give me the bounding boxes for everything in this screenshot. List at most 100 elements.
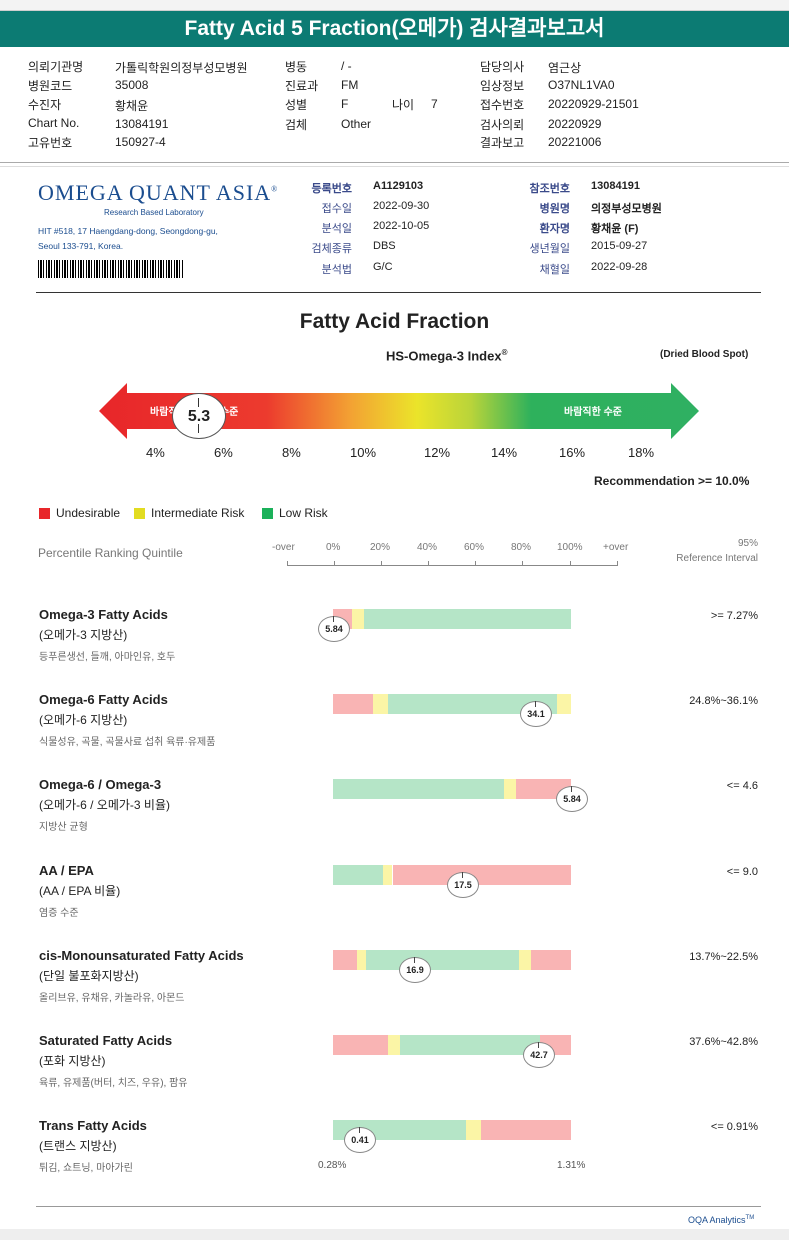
info-right-value-0: 13084191 — [591, 180, 640, 192]
row-food-sources: 염증 수준 — [39, 908, 79, 919]
row-reference-interval: <= 0.91% — [710, 1121, 758, 1133]
lab-address-line1: HIT #518, 17 Haengdang-dong, Seongdong-g… — [38, 226, 218, 236]
row-subtitle: (오메가-3 지방산) — [39, 628, 128, 642]
row-title: Trans Fatty Acids — [39, 1118, 147, 1133]
footer-divider — [36, 1206, 761, 1207]
header-value-col1-4: 150927-4 — [115, 135, 166, 149]
header-key-col3-1: 임상정보 — [480, 79, 525, 93]
header-value-col1-0: 가톨릭학원의정부성모병원 — [115, 61, 248, 75]
header-key-col3-2: 접수번호 — [480, 98, 525, 112]
footer-brand: OQA AnalyticsTM — [688, 1215, 755, 1225]
header-value-col3-1: O37NL1VA0 — [548, 78, 615, 92]
info-divider — [36, 292, 761, 293]
info-right-value-4: 2022-09-28 — [591, 261, 648, 273]
header-key-col3-3: 검사의뢰 — [480, 118, 525, 132]
percentile-tick-label: +over — [603, 542, 629, 553]
percentile-axis-tick — [381, 561, 382, 566]
percentile-axis — [287, 565, 617, 566]
range-segment-green — [333, 865, 383, 885]
range-segment-red — [333, 950, 357, 970]
header-value-col2-0: / - — [341, 59, 352, 73]
info-left-value-0: A1129103 — [373, 180, 424, 192]
header-value-col1-1: 35008 — [115, 78, 149, 92]
percentile-axis-tick — [334, 561, 335, 566]
omega3-index-gauge — [99, 383, 699, 439]
percentile-axis-tick — [475, 561, 476, 566]
row-subtitle: (AA / EPA 비율) — [39, 884, 121, 898]
header-value-col3-2: 20220929-21501 — [548, 97, 639, 111]
range-segment-yellow — [518, 950, 531, 970]
header-key-col3-0: 담당의사 — [480, 60, 525, 74]
info-left-value-1: 2022-09-30 — [373, 200, 430, 212]
row-title: AA / EPA — [39, 863, 94, 878]
header-divider-2 — [0, 166, 789, 167]
row-value-marker: 5.84 — [556, 786, 588, 812]
range-segment-yellow — [466, 1120, 481, 1140]
info-right-key-1: 병원명 — [539, 203, 570, 215]
header-value-col2-2: F — [341, 97, 349, 111]
recommendation: Recommendation >= 10.0% — [594, 474, 750, 488]
row-reference-interval: >= 7.27% — [710, 610, 758, 622]
row-value-marker: 16.9 — [399, 957, 431, 983]
row-range-bar — [333, 950, 571, 970]
row-subtitle: (오메가-6 지방산) — [39, 713, 128, 727]
legend-swatch — [134, 508, 145, 519]
range-segment-yellow — [356, 950, 367, 970]
row-reference-interval: 24.8%~36.1% — [689, 695, 758, 707]
index-value-marker: 5.3 — [172, 393, 226, 439]
gauge-tick-label: 8% — [282, 445, 301, 460]
lab-address: HIT #518, 17 Haengdang-dong, Seongdong-g… — [38, 224, 218, 254]
header-age-label: 나이 — [392, 98, 415, 112]
percentile-tick-label: 100% — [557, 542, 583, 553]
row-food-sources: 식물성유, 곡물, 곡물사료 섭취 육류·유제품 — [39, 737, 216, 748]
info-left-key-2: 분석일 — [321, 223, 352, 235]
gauge-tick-label: 18% — [628, 445, 655, 460]
info-right-key-2: 환자명 — [539, 223, 570, 235]
row-reference-interval: <= 4.6 — [726, 780, 758, 792]
row-reference-interval: <= 9.0 — [726, 866, 758, 878]
row-food-sources: 지방산 균형 — [39, 822, 88, 833]
bottom-strip — [0, 1229, 789, 1240]
report-title: Fatty Acid 5 Fraction(오메가) 검사결과보고서 — [0, 11, 789, 47]
row-value-marker: 0.41 — [344, 1127, 376, 1153]
row-reference-interval: 37.6%~42.8% — [689, 1036, 758, 1048]
percentile-tick-label: 60% — [464, 542, 485, 553]
row-title: cis-Monounsaturated Fatty Acids — [39, 948, 244, 963]
info-right-value-2: 황채윤 (F) — [591, 223, 639, 235]
header-value-col3-0: 염근상 — [548, 61, 582, 75]
gauge-tick-label: 6% — [214, 445, 233, 460]
row-value-marker: 34.1 — [520, 701, 552, 727]
info-left-key-1: 접수일 — [321, 203, 352, 215]
range-segment-red — [333, 1035, 388, 1055]
row-value-marker: 42.7 — [523, 1042, 555, 1068]
info-left-value-3: DBS — [373, 240, 396, 252]
row-value-marker: 17.5 — [447, 872, 479, 898]
marker-tick-down — [198, 424, 199, 433]
range-segment-green — [399, 1035, 541, 1055]
row-subtitle: (오메가-6 / 오메가-3 비율) — [39, 798, 170, 812]
range-segment-yellow — [373, 694, 388, 714]
lab-logo-subtitle: Research Based Laboratory — [104, 208, 204, 217]
gauge-tick-label: 12% — [424, 445, 451, 460]
row-range-bar — [333, 865, 571, 885]
row-range-bar — [333, 779, 571, 799]
section-title: Fatty Acid Fraction — [299, 310, 490, 333]
row-food-sources: 튀김, 쇼트닝, 마아가린 — [39, 1163, 133, 1174]
row-title: Omega-6 Fatty Acids — [39, 692, 168, 707]
lab-address-line2: Seoul 133-791, Korea. — [38, 241, 124, 251]
lab-logo: OMEGA QUANT ASIA® — [38, 180, 279, 205]
reference-header: 95% Reference Interval — [600, 538, 758, 564]
header-key-col1-4: 고유번호 — [28, 136, 73, 150]
percentile-axis-tick — [522, 561, 523, 566]
row-title: Omega-6 / Omega-3 — [39, 777, 162, 792]
legend-label: Low Risk — [279, 506, 328, 520]
row-subtitle: (단일 불포화지방산) — [39, 969, 139, 983]
row-food-sources: 육류, 유제품(버터, 치즈, 우유), 팜유 — [39, 1078, 188, 1089]
info-right-key-0: 참조번호 — [529, 183, 570, 195]
legend-label: Intermediate Risk — [151, 506, 245, 520]
gauge-tick-label: 10% — [350, 445, 377, 460]
info-left-value-4: G/C — [373, 261, 393, 273]
row-range-bar — [333, 694, 571, 714]
range-segment-red — [392, 865, 571, 885]
row-food-sources: 등푸른생선, 들깨, 아마인유, 호두 — [39, 652, 176, 663]
